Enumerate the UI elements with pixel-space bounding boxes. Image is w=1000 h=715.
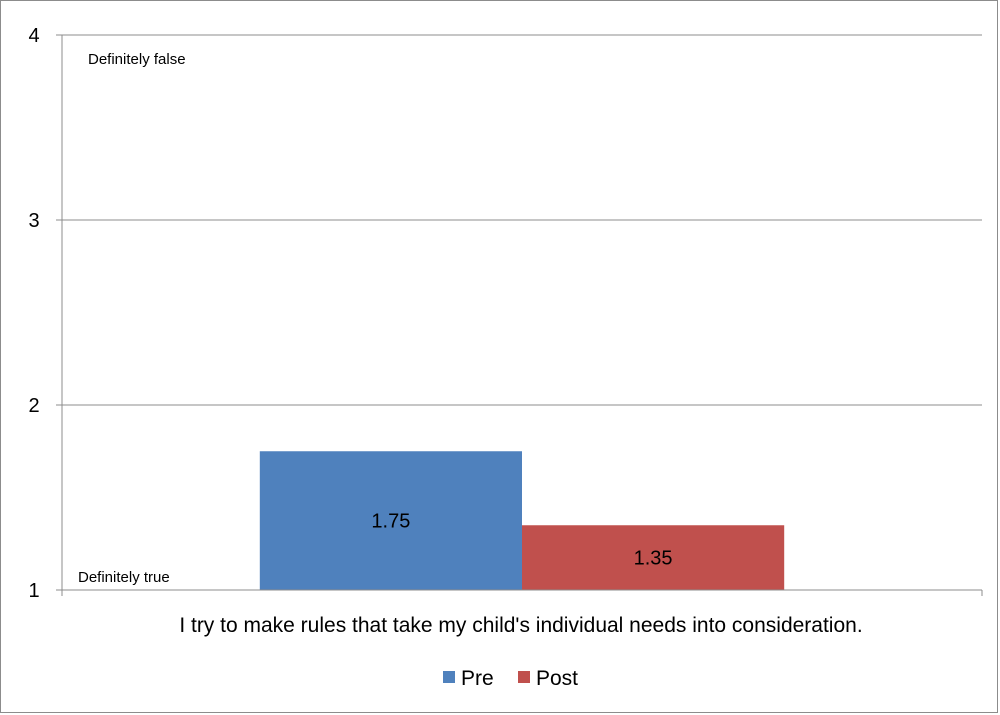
axes xyxy=(61,35,983,596)
y-tick-labels: 1 2 3 4 xyxy=(28,25,39,602)
y-tick-label: 3 xyxy=(28,210,39,232)
bar-post xyxy=(522,525,785,590)
bars: 1.75 1.35 xyxy=(259,451,785,590)
annotation-top: Definitely false xyxy=(88,51,186,68)
annotation-bottom: Definitely true xyxy=(78,569,170,586)
gridlines xyxy=(56,34,982,591)
legend-swatch-pre xyxy=(443,671,455,683)
bar-pre xyxy=(259,451,522,590)
y-tick-label: 2 xyxy=(28,395,39,417)
legend-swatch-post xyxy=(518,671,530,683)
x-category-label: I try to make rules that take my child's… xyxy=(179,614,862,637)
legend-label-post: Post xyxy=(536,667,578,690)
data-label-post: 1.35 xyxy=(634,548,673,570)
legend-label-pre: Pre xyxy=(461,667,494,690)
legend: Pre Post xyxy=(443,667,578,690)
data-label-pre: 1.75 xyxy=(371,511,410,533)
y-tick-label: 1 xyxy=(28,580,39,602)
y-tick-label: 4 xyxy=(28,25,39,47)
